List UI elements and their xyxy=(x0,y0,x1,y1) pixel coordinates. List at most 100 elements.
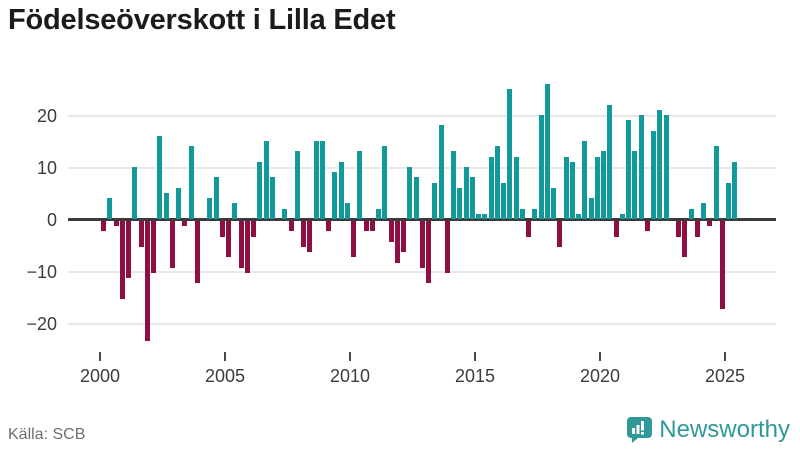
bar-positive xyxy=(601,151,606,219)
bar-negative xyxy=(707,221,713,227)
x-tick xyxy=(99,352,101,361)
page-title: Födelseöverskott i Lilla Edet xyxy=(8,4,396,36)
bar-negative xyxy=(194,221,200,284)
bar-positive xyxy=(632,151,638,219)
bar-positive xyxy=(569,161,575,219)
bar-negative xyxy=(363,221,369,232)
gridline xyxy=(68,323,776,325)
x-tick-label: 2015 xyxy=(454,366,496,386)
y-tick-label: 0 xyxy=(46,210,57,230)
newsworthy-logo: Newsworthy xyxy=(627,415,790,445)
bar-positive xyxy=(457,187,463,219)
brand-name: Newsworthy xyxy=(659,416,790,443)
bar-positive xyxy=(257,161,263,219)
x-tick-label: 2010 xyxy=(329,366,371,386)
x-tick-label: 2005 xyxy=(204,366,246,386)
bar-positive xyxy=(657,109,663,219)
bar-positive xyxy=(469,177,475,219)
bar-positive xyxy=(107,198,113,219)
bar-positive xyxy=(651,130,656,219)
bar-negative xyxy=(644,221,650,232)
bar-positive xyxy=(432,182,438,219)
bar-positive xyxy=(532,208,538,219)
x-tick xyxy=(474,352,476,361)
bar-positive xyxy=(513,156,519,219)
x-tick xyxy=(349,352,351,361)
bar-positive xyxy=(501,182,506,219)
bar-positive xyxy=(701,203,706,219)
bar-positive xyxy=(494,146,500,219)
bar-positive xyxy=(544,83,550,219)
bar-negative xyxy=(151,221,156,273)
bar-positive xyxy=(663,115,669,219)
bar-positive xyxy=(207,198,213,219)
bar-negative xyxy=(526,221,531,237)
bar-negative xyxy=(126,221,131,279)
bar-negative xyxy=(182,221,188,227)
gridline xyxy=(68,115,776,117)
bar-negative xyxy=(244,221,250,273)
bar-negative xyxy=(113,221,119,227)
bar-positive xyxy=(157,135,163,219)
bar-positive xyxy=(588,198,594,219)
bar-positive xyxy=(188,146,194,219)
source-note: Källa: SCB xyxy=(8,426,86,443)
x-tick-label: 2000 xyxy=(79,366,121,386)
bar-positive xyxy=(482,213,488,219)
y-tick-label: 10 xyxy=(36,158,57,178)
bar-negative xyxy=(219,221,225,237)
bar-positive xyxy=(732,161,738,219)
bar-positive xyxy=(263,141,269,219)
bar-negative xyxy=(369,221,375,232)
bar-positive xyxy=(619,213,625,219)
bar-negative xyxy=(388,221,394,242)
bar-negative xyxy=(238,221,244,268)
bar-positive xyxy=(344,203,350,219)
bar-positive xyxy=(463,167,469,219)
bar-negative xyxy=(682,221,688,258)
bar-positive xyxy=(507,89,513,219)
bar-negative xyxy=(119,221,125,299)
bar-positive xyxy=(594,156,600,219)
bar-negative xyxy=(419,221,425,268)
bar-negative xyxy=(557,221,563,247)
bar-positive xyxy=(488,156,494,219)
x-tick-label: 2025 xyxy=(704,366,746,386)
x-tick xyxy=(599,352,601,361)
bar-positive xyxy=(232,203,238,219)
bar-positive xyxy=(626,120,631,219)
bar-negative xyxy=(694,221,700,237)
bar-positive xyxy=(357,151,363,219)
bar-positive xyxy=(726,182,731,219)
bar-positive xyxy=(551,187,556,219)
bar-positive xyxy=(163,193,169,219)
bar-positive xyxy=(176,187,181,219)
chart: 20 10 0 −10 −20 2000 2005 2010 2015 2020 2025 xyxy=(26,83,776,386)
bar-negative xyxy=(138,221,144,247)
bar-positive xyxy=(713,146,719,219)
bar-positive xyxy=(451,151,456,219)
bar-positive xyxy=(132,167,138,219)
bar-positive xyxy=(332,172,338,219)
y-tick-label: −10 xyxy=(26,262,57,282)
bar-negative xyxy=(251,221,256,237)
bar-negative xyxy=(226,221,231,258)
gridline xyxy=(68,167,776,169)
bar-positive xyxy=(638,115,644,219)
bar-positive xyxy=(538,115,544,219)
bar-positive xyxy=(382,146,388,219)
bar-positive xyxy=(338,161,344,219)
bar-negative xyxy=(444,221,450,273)
x-tick-label: 2020 xyxy=(579,366,621,386)
bar-positive xyxy=(313,141,319,219)
bar-positive xyxy=(407,167,413,219)
bar-negative xyxy=(719,221,725,310)
x-tick xyxy=(724,352,726,361)
bar-positive xyxy=(269,177,275,219)
bar-positive xyxy=(576,213,581,219)
bar-negative xyxy=(676,221,681,237)
bar-positive xyxy=(282,208,288,219)
bar-negative xyxy=(301,221,306,247)
bar-positive xyxy=(319,141,325,219)
y-tick-label: 20 xyxy=(36,106,57,126)
